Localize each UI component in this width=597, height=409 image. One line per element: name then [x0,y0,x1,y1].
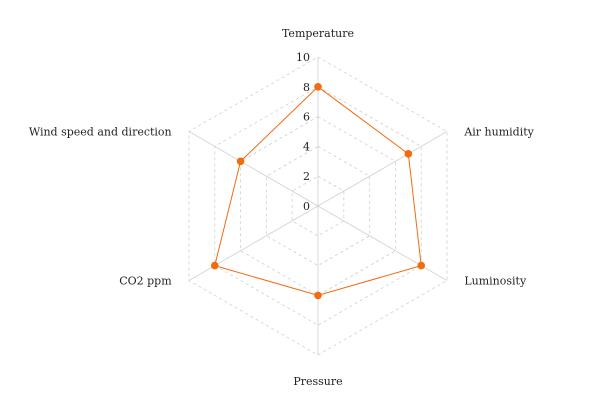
tick-label-10: 10 [296,51,310,64]
tick-label-0: 0 [303,200,310,213]
category-label-co2-ppm: CO2 ppm [119,275,172,288]
spoke-5 [188,131,319,207]
tick-label-4: 4 [303,140,310,153]
data-point-wind-speed-and-direction [236,157,245,166]
tick-label-2: 2 [303,170,310,183]
data-point-pressure [314,291,322,300]
data-point-temperature [314,83,322,91]
spoke-4 [188,205,319,281]
data-point-luminosity [417,261,426,270]
tick-label-6: 6 [303,111,310,124]
category-label-wind-speed-and-direction: Wind speed and direction [29,126,172,139]
data-point-air-humidity [404,150,413,158]
category-label-pressure: Pressure [293,375,342,388]
tick-labels: 0 2 4 6 8 10 [296,51,310,213]
spoke-2 [317,205,448,281]
category-label-air-humidity: Air humidity [463,126,534,139]
category-label-luminosity: Luminosity [464,275,527,288]
spoke-1 [317,131,448,207]
spoke-layer [188,57,448,355]
category-labels: Temperature Air humidity Luminosity Pressur… [29,27,535,388]
series-layer [210,83,426,300]
data-point-co2-ppm [210,261,219,270]
tick-label-8: 8 [303,81,310,94]
category-label-temperature: Temperature [282,27,354,40]
